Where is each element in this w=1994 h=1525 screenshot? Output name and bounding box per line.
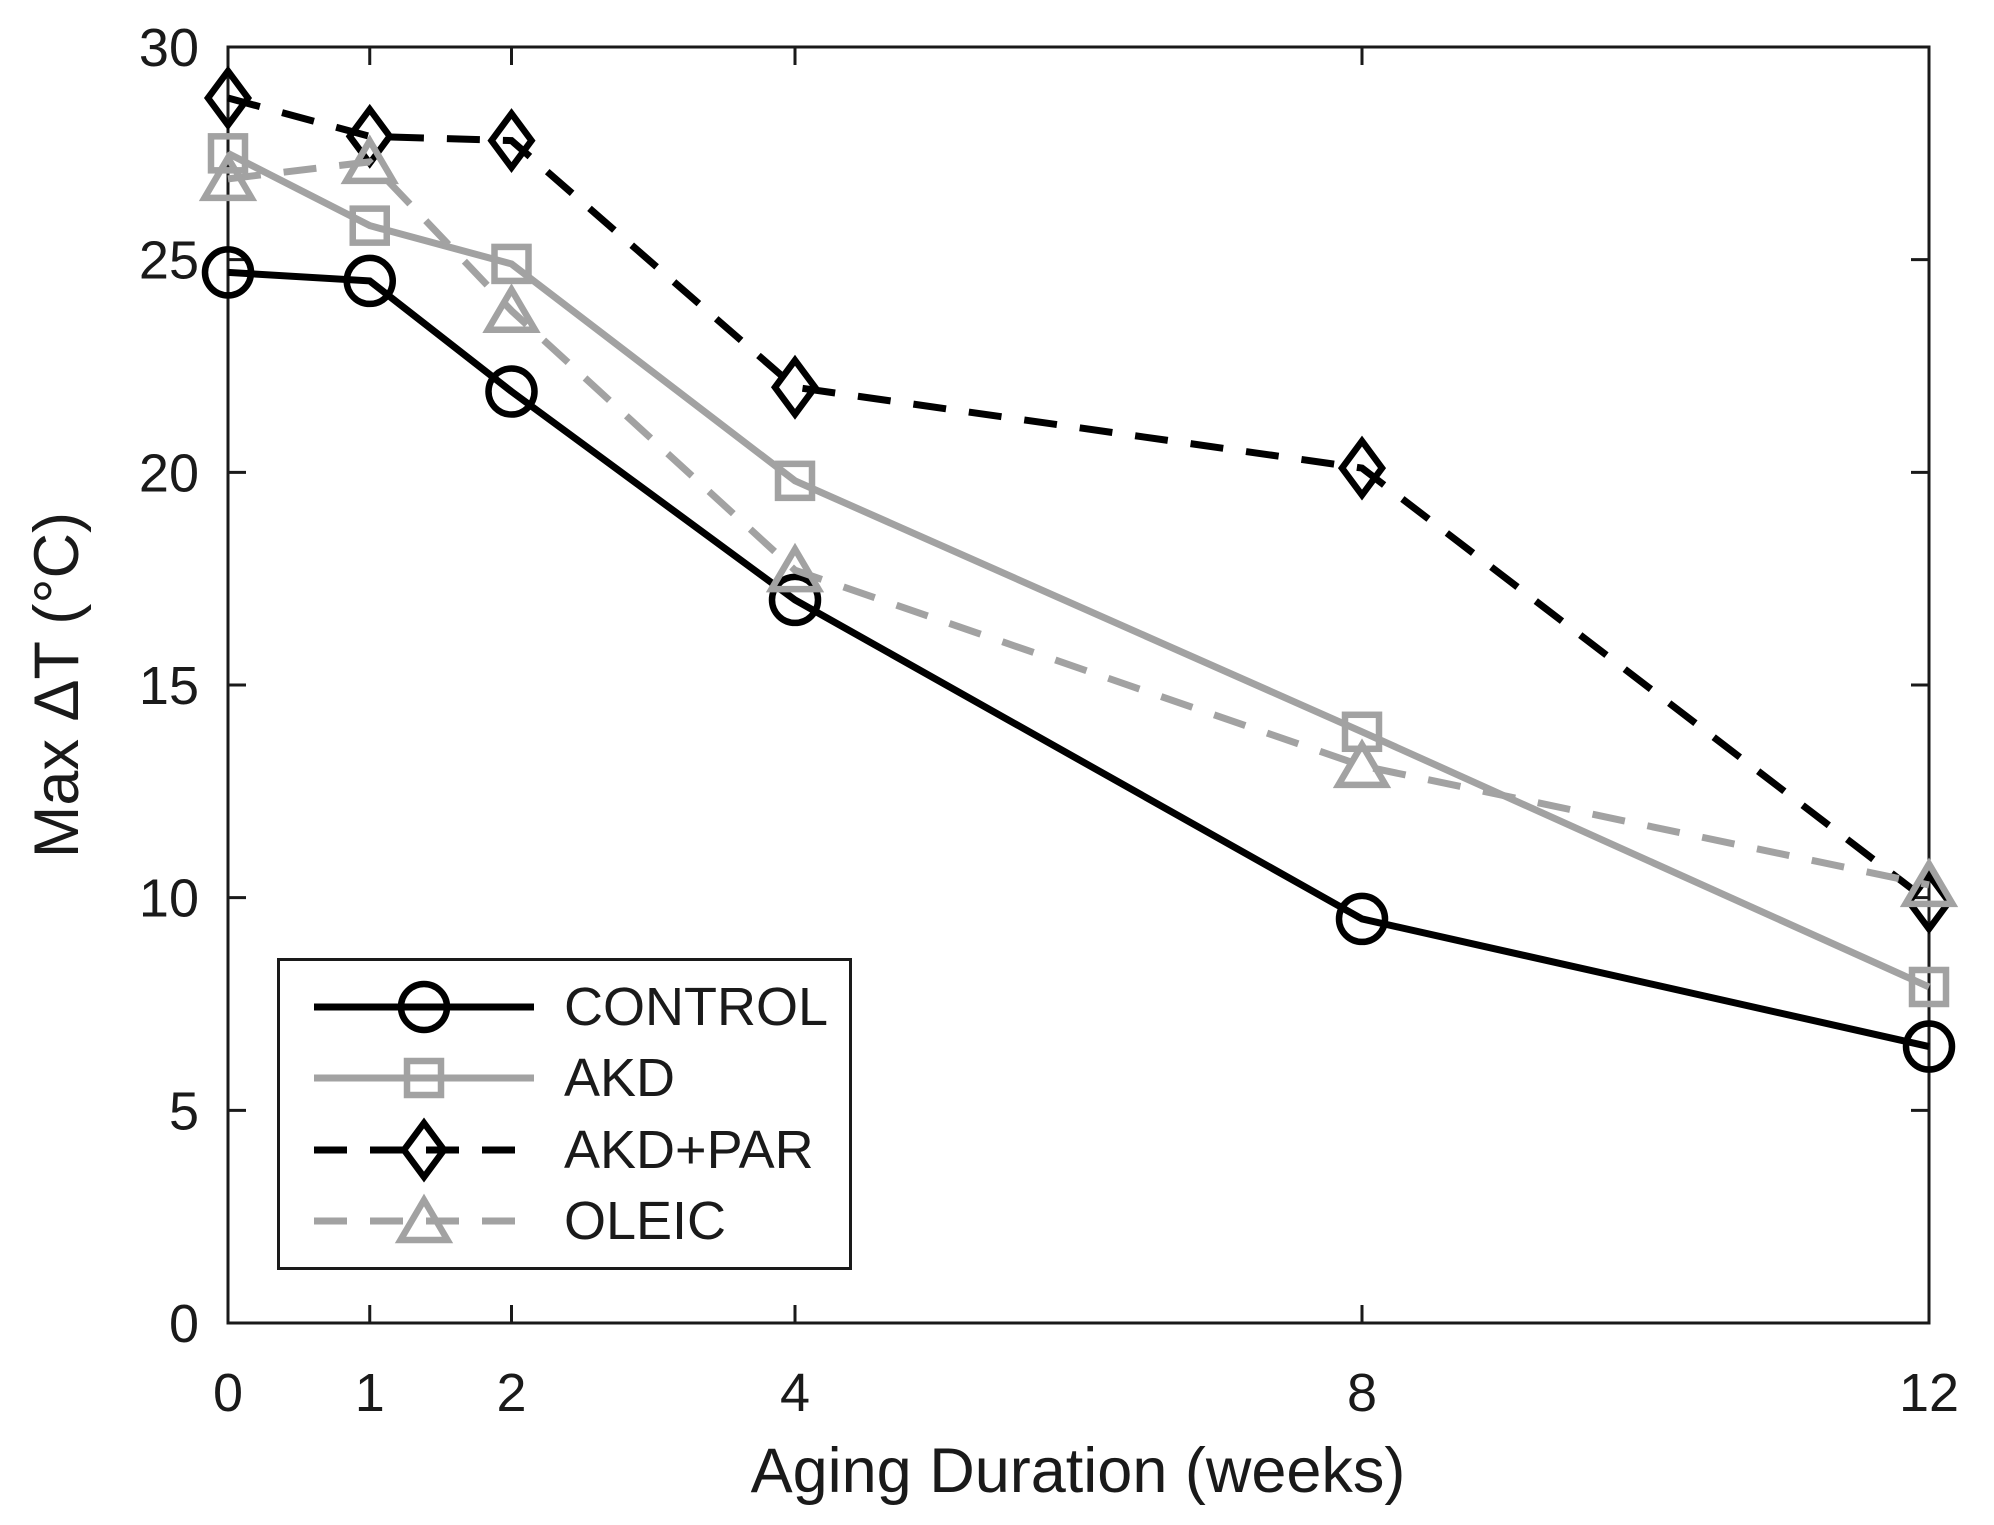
legend-box: CONTROL AKD AKD+PAR OLEIC: [277, 958, 852, 1270]
legend-sample-diamond-icon: [314, 1117, 534, 1183]
legend-item-akd: AKD: [280, 1045, 849, 1111]
x-tick-label: 12: [1899, 1363, 1959, 1423]
triangle-marker: [1332, 738, 1392, 789]
square-marker: [403, 1058, 445, 1099]
square-marker: [774, 460, 816, 502]
legend-label-akd-par: AKD+PAR: [564, 1119, 814, 1180]
diamond-marker: [1337, 435, 1387, 501]
circle-marker: [485, 365, 538, 418]
circle-marker: [201, 246, 255, 299]
series-akd: [207, 133, 1950, 1008]
x-tick-label: 2: [496, 1363, 526, 1423]
y-tick-label: 5: [169, 1081, 199, 1141]
x-tick-label: 0: [213, 1363, 243, 1423]
series-line: [227, 94, 1932, 905]
y-axis-title: Max ΔT (°C): [22, 511, 92, 859]
circle-marker: [1902, 1020, 1956, 1073]
y-tick-label: 20: [139, 443, 199, 503]
legend-sample-square-icon: [314, 1058, 534, 1099]
legend-sample-triangle-icon: [314, 1193, 534, 1244]
diamond-marker: [399, 1117, 449, 1183]
legend-sample-circle-icon: [314, 980, 534, 1034]
series-control: [201, 246, 1956, 1073]
series-oleic: [198, 134, 1959, 908]
square-marker: [207, 133, 249, 174]
circle-marker: [1335, 892, 1389, 946]
triangle-marker: [394, 1193, 454, 1244]
legend-label-oleic: OLEIC: [564, 1190, 727, 1251]
triangle-marker: [482, 283, 541, 333]
x-tick-label: 8: [1347, 1363, 1377, 1423]
triangle-marker: [1899, 857, 1959, 908]
circle-marker: [343, 254, 396, 308]
diamond-marker: [770, 354, 820, 420]
y-tick-label: 0: [169, 1294, 199, 1354]
circle-marker: [397, 980, 451, 1034]
y-tick-label: 15: [139, 656, 199, 716]
legend-item-control: CONTROL: [280, 974, 849, 1040]
legend-item-oleic: OLEIC: [280, 1188, 849, 1254]
square-marker: [491, 243, 532, 285]
triangle-marker: [765, 542, 825, 593]
diamond-marker: [487, 108, 536, 174]
square-marker: [1908, 966, 1950, 1008]
x-tick-label: 1: [355, 1363, 385, 1423]
triangle-marker: [198, 151, 258, 202]
diamond-marker: [203, 65, 253, 131]
x-axis-title: Aging Duration (weeks): [750, 1436, 1406, 1506]
y-tick-label: 10: [139, 869, 199, 929]
y-tick-label: 30: [139, 18, 199, 78]
x-tick-label: 4: [780, 1363, 810, 1423]
series-line: [226, 150, 1931, 991]
legend-item-akd-par: AKD+PAR: [280, 1117, 849, 1183]
legend-label-control: CONTROL: [564, 977, 829, 1037]
legend-label-akd: AKD: [564, 1048, 676, 1109]
series-line: [227, 158, 1930, 889]
square-marker: [349, 205, 390, 246]
series-line: [227, 268, 1930, 1050]
triangle-marker: [340, 134, 399, 185]
y-tick-label: 25: [139, 231, 199, 291]
series-akd-par: [203, 65, 1954, 935]
circle-marker: [768, 573, 822, 627]
